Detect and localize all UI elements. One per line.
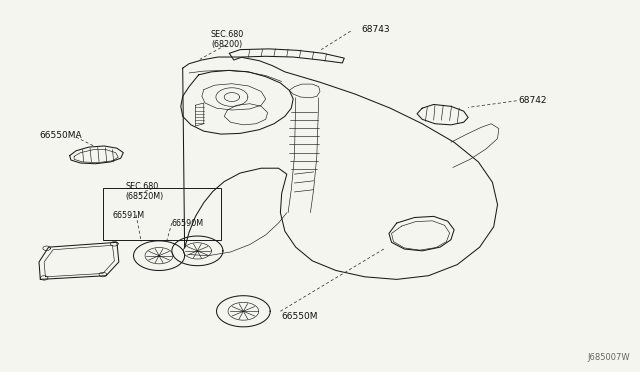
Text: J685007W: J685007W (587, 353, 630, 362)
Text: 66590M: 66590M (172, 219, 204, 228)
Text: 66591M: 66591M (113, 211, 145, 220)
Text: 68742: 68742 (518, 96, 547, 105)
Text: 66550MA: 66550MA (39, 131, 82, 141)
Text: SEC.680
(68200): SEC.680 (68200) (211, 30, 244, 49)
Text: SEC.680
(68520M): SEC.680 (68520M) (125, 182, 163, 201)
Text: 66550M: 66550M (282, 312, 318, 321)
Text: 68743: 68743 (362, 25, 390, 34)
